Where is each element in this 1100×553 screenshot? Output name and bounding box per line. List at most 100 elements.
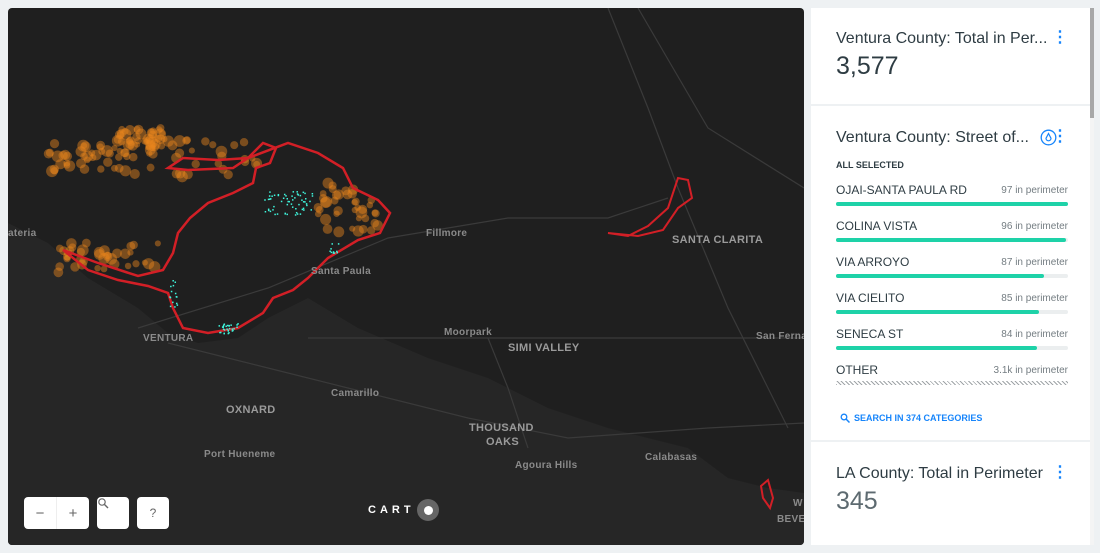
map-layers	[8, 8, 804, 545]
structure-point	[273, 194, 276, 196]
category-name: VIA CIELITO	[836, 291, 905, 305]
widget-menu-icon[interactable]: ⋮	[1052, 29, 1068, 46]
structure-point	[286, 213, 288, 216]
structure-point	[269, 191, 271, 193]
hotspot-point	[105, 253, 118, 265]
hotspot-point	[50, 167, 59, 175]
zoom-in-button[interactable]: +	[57, 497, 89, 529]
map-label: Fillmore	[426, 228, 468, 239]
zoom-out-button[interactable]: −	[24, 497, 57, 529]
structure-point	[282, 197, 285, 200]
structure-point	[285, 195, 287, 197]
search-icon	[98, 498, 109, 509]
structure-point	[291, 206, 294, 208]
structure-point	[310, 209, 313, 211]
category-bar-track	[836, 238, 1068, 242]
hotspot-point	[55, 262, 64, 271]
hotspot-point	[352, 225, 364, 237]
structure-point	[296, 193, 299, 195]
hotspot-point	[372, 220, 383, 231]
hotspot-point	[154, 128, 167, 140]
hotspot-point	[77, 139, 90, 152]
help-button[interactable]: ?	[137, 497, 169, 529]
hotspot-point	[366, 201, 374, 209]
widget-menu-icon[interactable]: ⋮	[1052, 128, 1068, 145]
category-value: 96 in perimeter	[1001, 221, 1068, 232]
hotspot-point	[124, 262, 132, 270]
hotspot-point	[173, 135, 186, 147]
structure-point	[302, 201, 305, 203]
panel-scrollbar[interactable]	[1090, 8, 1094, 545]
hotspot-point	[62, 151, 73, 161]
hotspot-point	[103, 251, 112, 260]
hotspot-point	[347, 189, 357, 199]
hotspot-point	[319, 197, 331, 208]
structure-point	[296, 191, 298, 193]
widget-title: Ventura County: Total in Per...	[836, 30, 1048, 47]
search-button[interactable]	[97, 497, 129, 529]
hotspot-point	[99, 245, 110, 256]
hotspot-point	[148, 261, 161, 273]
hotspot-point	[132, 132, 141, 141]
hotspot-point	[112, 248, 122, 259]
category-name: VIA ARROYO	[836, 255, 910, 269]
widget-ventura-total: Ventura County: Total in Per... ⋮ 3,577	[811, 8, 1090, 104]
hotspot-point	[117, 137, 126, 146]
structure-point	[290, 203, 293, 205]
hotspot-point	[129, 152, 138, 162]
hotspot-point	[330, 196, 339, 205]
hotspot-point	[367, 226, 376, 235]
structure-point	[233, 327, 235, 330]
map-label: THOUSAND	[469, 422, 534, 434]
hotspot-point	[116, 147, 123, 155]
structure-point	[228, 327, 231, 330]
structure-point	[222, 328, 225, 330]
hotspot-point	[371, 209, 379, 217]
structure-point	[336, 251, 339, 254]
map-label: OAKS	[486, 436, 519, 448]
hotspot-point	[79, 164, 90, 174]
structure-point	[269, 210, 272, 213]
hotspot-point	[116, 129, 126, 138]
structure-point	[264, 199, 266, 201]
search-categories-link[interactable]: SEARCH IN 374 CATEGORIES	[840, 413, 982, 423]
hotspot-point	[351, 198, 358, 206]
hotspot-point	[135, 128, 147, 140]
hotspot-point	[146, 163, 155, 172]
hotspot-point	[333, 226, 345, 238]
structure-point	[176, 296, 178, 298]
structure-point	[228, 324, 230, 327]
structure-point	[220, 331, 222, 334]
category-name: OJAI-SANTA PAULA RD	[836, 183, 967, 197]
hotspot-point	[103, 157, 113, 167]
hotspot-point	[49, 164, 60, 175]
hotspot-point	[64, 160, 76, 172]
structure-point	[298, 203, 300, 206]
category-bar-track	[836, 310, 1068, 314]
hotspot-point	[82, 150, 94, 162]
structure-point	[304, 198, 307, 200]
color-by-icon[interactable]	[1040, 129, 1057, 146]
hotspot-point	[119, 128, 132, 140]
structure-point	[288, 200, 290, 203]
widget-menu-icon[interactable]: ⋮	[1052, 464, 1068, 481]
category-bar	[836, 310, 1040, 314]
structure-point	[294, 214, 297, 216]
structure-point	[267, 209, 270, 212]
structure-point	[291, 199, 294, 201]
structure-point	[236, 326, 238, 328]
hotspot-point	[314, 210, 322, 218]
hotspot-point	[342, 189, 353, 200]
hotspot-point	[318, 193, 328, 203]
hotspot-point	[46, 165, 58, 178]
hotspot-point	[341, 186, 351, 196]
hotspot-point	[149, 138, 161, 150]
category-bar	[836, 274, 1045, 278]
map[interactable]: ateria Fillmore Santa Paula VENTURA SANT…	[8, 8, 804, 545]
structure-point	[174, 306, 176, 308]
category-value: 87 in perimeter	[1001, 257, 1068, 268]
hotspot-point	[63, 161, 71, 169]
structure-point	[271, 195, 273, 197]
hotspot-point	[124, 125, 136, 136]
hotspot-point	[145, 140, 156, 152]
